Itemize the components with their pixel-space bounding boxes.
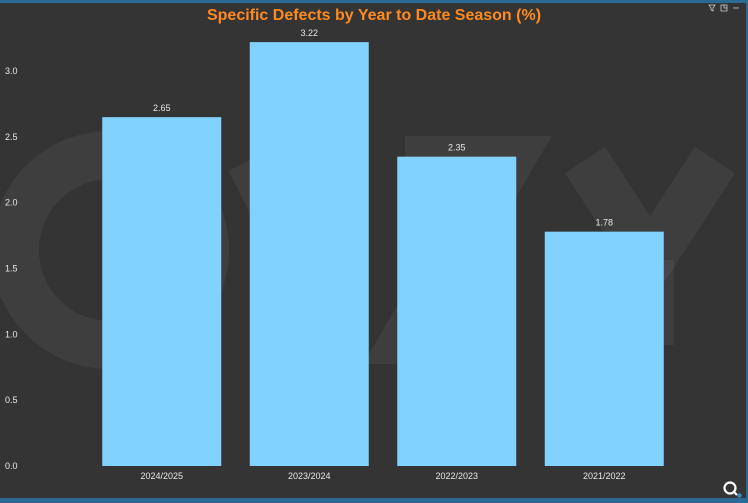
chart-title: Specific Defects by Year to Date Season … (206, 7, 542, 24)
y-tick-label: 2.0 (5, 198, 18, 208)
bar[interactable] (397, 156, 517, 466)
bar[interactable] (102, 117, 222, 466)
y-tick-label: 3.0 (5, 66, 18, 76)
x-tick-label: 2023/2024 (288, 471, 331, 481)
bar[interactable] (249, 42, 369, 466)
x-tick-label: 2022/2023 (435, 471, 478, 481)
data-labels: 2.65 3.22 2.35 1.78 (153, 28, 613, 228)
filter-icon[interactable] (708, 4, 716, 14)
qlik-logo-icon (722, 480, 744, 498)
y-tick-label: 1.0 (5, 329, 18, 339)
y-tick-label: 0.0 (5, 461, 18, 471)
data-label: 2.35 (448, 143, 466, 153)
data-label: 1.78 (595, 218, 613, 228)
y-tick-label: 1.5 (5, 264, 18, 274)
x-tick-label: 2024/2025 (140, 471, 183, 481)
x-axis: 2024/2025 2023/2024 2022/2023 2021/2022 (140, 471, 625, 481)
chart-toolbar (708, 4, 740, 14)
y-axis: 0.0 0.5 1.0 1.5 2.0 2.5 3.0 (5, 66, 18, 471)
x-tick-label: 2021/2022 (583, 471, 626, 481)
more-icon[interactable] (732, 4, 740, 14)
data-label: 2.65 (153, 103, 171, 113)
bars (102, 42, 664, 466)
y-tick-label: 0.5 (5, 395, 18, 405)
expand-icon[interactable] (720, 4, 728, 14)
y-tick-label: 2.5 (5, 132, 18, 142)
bar[interactable] (544, 231, 664, 466)
data-label: 3.22 (300, 28, 318, 38)
